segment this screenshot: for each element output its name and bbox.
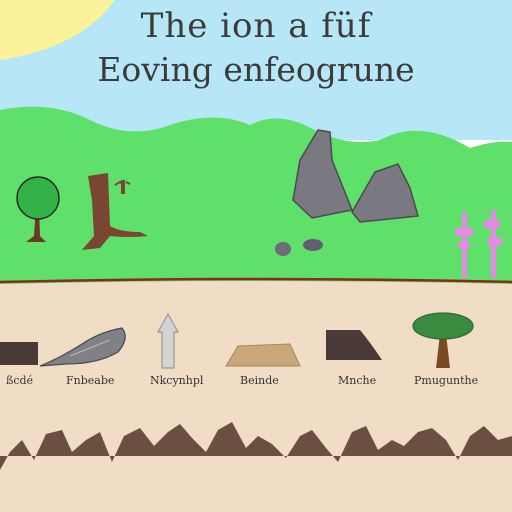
sediment-mound-icon (225, 343, 301, 367)
pink-plant-icon (455, 210, 502, 278)
label-soil: ßcdé (6, 374, 34, 387)
rugged-soil-layer (0, 422, 512, 470)
title-line-1: The ion a füf (140, 6, 372, 46)
title-line-2: Eoving enfeogrune (97, 50, 415, 89)
label-sediment: Beinde (240, 374, 279, 387)
small-tree-icon (16, 176, 60, 242)
label-tree: Pmugunthe (414, 374, 479, 387)
label-fossil: Fnbeabe (66, 374, 115, 387)
rock-slab-icon (326, 330, 382, 360)
fossil-fish-icon (39, 327, 126, 367)
tree-icon (412, 312, 474, 368)
arrow-up-icon (156, 312, 180, 369)
sun (0, 0, 115, 60)
green-hills (0, 106, 512, 285)
horizon-line (0, 277, 512, 284)
soil-block-icon (0, 342, 38, 365)
rock-formation-icon (275, 129, 419, 256)
label-rock: Mnche (338, 374, 377, 387)
tree-stump-icon (82, 173, 148, 250)
label-uplift: Nkcynhpl (150, 374, 204, 387)
